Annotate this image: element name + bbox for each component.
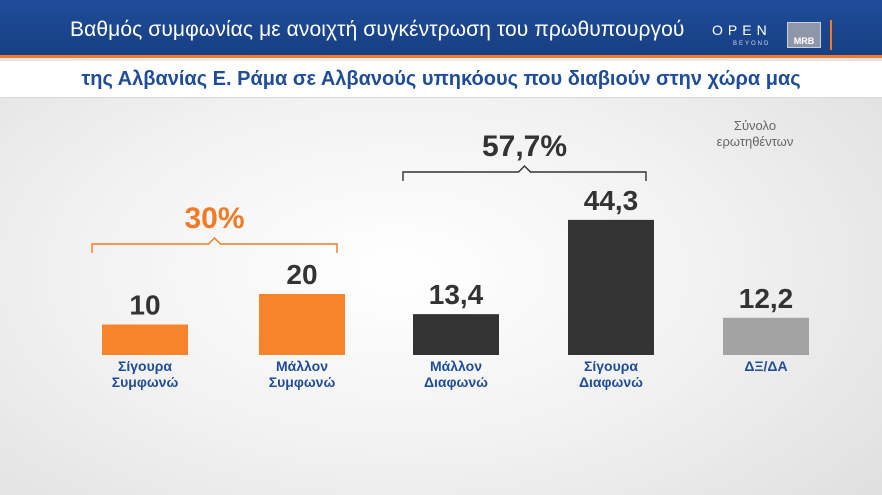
total-note-line-2: ερωτηθέντων <box>716 134 794 149</box>
chart-subtitle: της Αλβανίας Ε. Ράμα σε Αλβανούς υπηκόου… <box>81 68 801 90</box>
category-label: Συμφωνώ <box>269 374 336 390</box>
category-label: Διαφωνώ <box>424 374 488 390</box>
bar <box>259 294 345 355</box>
bar <box>102 324 188 355</box>
header-bar: Βαθμός συμφωνίας με ανοιχτή συγκέντρωση … <box>0 0 882 58</box>
bar-value-label: 20 <box>286 259 317 290</box>
mrb-logo: MRB <box>787 22 821 48</box>
group-bracket <box>91 237 338 253</box>
bar-value-label: 12,2 <box>739 283 794 314</box>
bar-value-label: 13,4 <box>429 279 484 310</box>
category-label: Μάλλον <box>276 358 328 374</box>
chart-title: Βαθμός συμφωνίας με ανοιχτή συγκέντρωση … <box>70 18 685 41</box>
bar-value-label: 10 <box>129 290 160 321</box>
total-note-line-1: Σύνολο <box>733 118 777 133</box>
open-logo: OPEN <box>712 22 772 38</box>
subtitle-bar: της Αλβανίας Ε. Ράμα σε Αλβανούς υπηκόου… <box>0 61 882 98</box>
bar <box>723 317 809 355</box>
open-logo-tagline: BEYOND <box>733 41 771 47</box>
category-label: Διαφωνώ <box>579 374 643 390</box>
category-label: Συμφωνώ <box>112 374 179 390</box>
bar <box>568 219 654 355</box>
total-respondents-note: Σύνολο ερωτηθέντων <box>700 118 810 150</box>
group-total-label: 57,7% <box>482 130 567 163</box>
bar <box>413 314 499 355</box>
category-label: Σίγουρα <box>584 358 638 374</box>
category-label: ΔΞ/ΔΑ <box>744 358 787 374</box>
logo-divider <box>830 20 832 50</box>
bar-value-label: 44,3 <box>584 185 639 216</box>
category-label: Σίγουρα <box>118 358 172 374</box>
mrb-logo-text: MRB <box>793 36 815 46</box>
group-total-label: 30% <box>184 202 244 235</box>
category-label: Μάλλον <box>430 358 482 374</box>
group-bracket <box>402 165 647 181</box>
